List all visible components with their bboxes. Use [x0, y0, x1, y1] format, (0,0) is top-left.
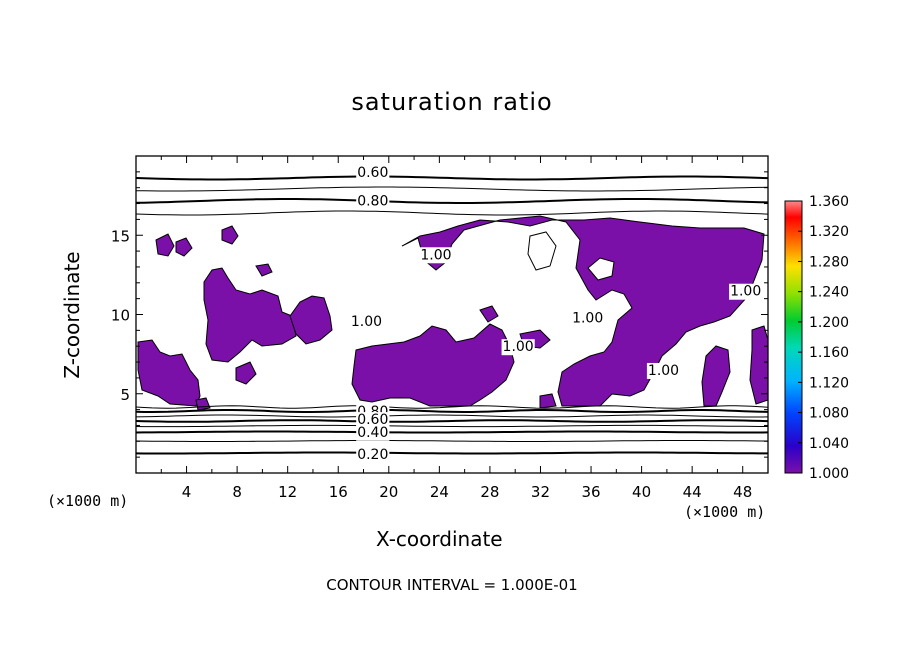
contour-label-background	[349, 313, 384, 330]
colorbar-tick-label: 1.080	[809, 406, 849, 422]
x-tick-label: 12	[278, 483, 297, 501]
chart-title: saturation ratio	[351, 88, 553, 116]
contour-label: 1.00	[572, 311, 603, 327]
x-tick-label: 48	[733, 483, 752, 501]
contour-label: 1.00	[351, 314, 382, 330]
supersaturated-region	[401, 215, 765, 407]
supersaturated-region	[749, 325, 769, 405]
x-tick-label: 4	[182, 483, 192, 501]
contour-label: 1.00	[648, 363, 679, 379]
x-tick-label: 32	[531, 483, 550, 501]
contour-line	[135, 414, 769, 418]
contour-label-background	[356, 446, 390, 463]
supersaturated-region	[289, 295, 333, 345]
contour-label-background	[356, 193, 390, 210]
y-tick-label: 15	[111, 227, 130, 245]
contour-line	[135, 409, 769, 413]
contour-line	[135, 440, 768, 442]
y-tick-label: 10	[111, 307, 130, 325]
z-unit-label: (×1000 m)	[47, 492, 129, 510]
contour-line	[135, 405, 769, 409]
contour-label-background	[729, 283, 763, 300]
colorbar-tick-label: 1.160	[809, 345, 849, 361]
x-tick-label: 16	[329, 483, 348, 501]
contour-label-background	[356, 164, 390, 181]
supersaturated-region	[539, 393, 557, 409]
supersaturated-region	[255, 263, 273, 277]
contour-label: 0.60	[357, 412, 388, 428]
x-tick-label: 8	[232, 483, 242, 501]
contour-line	[135, 186, 769, 192]
supersaturated-region	[479, 305, 499, 323]
subsaturated-pocket	[587, 257, 615, 281]
supersaturated-regions	[137, 215, 769, 411]
contour-label-background	[419, 247, 453, 264]
colorbar-scale	[784, 200, 803, 474]
subsaturated-pocket	[527, 231, 557, 271]
contour-line	[135, 419, 769, 423]
contour-label: 1.00	[420, 247, 451, 263]
y-tick-label: 5	[120, 386, 130, 404]
x-axis: 4 8 12 16 20 24 28 32 36 40 44 48	[160, 156, 769, 501]
contour-line	[135, 451, 768, 455]
x-axis-title: X-coordinate	[376, 527, 503, 551]
contour-label-background	[571, 310, 605, 327]
colorbar-tick-label: 1.240	[809, 285, 849, 301]
y-axis: 5 10 15	[111, 171, 768, 458]
colorbar-tick-label: 1.040	[809, 436, 849, 452]
contour-label-background	[356, 412, 390, 429]
x-tick-label: 44	[683, 483, 702, 501]
supersaturated-region	[175, 237, 193, 257]
supersaturated-region	[235, 361, 257, 385]
supersaturated-region	[701, 345, 731, 407]
contour-label-background	[646, 362, 681, 379]
colorbar: 1.360 1.320 1.280 1.240 1.200 1.160 1.120 1.080…	[784, 194, 849, 482]
contour-line	[135, 430, 769, 434]
supersaturated-region	[221, 225, 239, 245]
x-tick-label: 40	[632, 483, 651, 501]
contour-label: 1.00	[503, 339, 534, 355]
contour-line	[135, 175, 769, 181]
contour-label: 0.40	[357, 425, 388, 441]
contour-label: 0.80	[357, 193, 388, 209]
contour-interval-note: CONTOUR INTERVAL = 1.000E-01	[326, 576, 578, 594]
contour-labels: 0.600.801.001.001.001.001.001.000.800.60…	[349, 164, 763, 463]
colorbar-tick-label: 1.320	[809, 224, 849, 240]
x-tick-label: 36	[581, 483, 600, 501]
contour-label: 0.60	[357, 165, 388, 181]
colorbar-tick-label: 1.120	[809, 375, 849, 391]
contour-label: 0.20	[357, 447, 388, 463]
contour-line	[135, 210, 769, 216]
x-tick-label: 24	[430, 483, 449, 501]
x-tick-label: 28	[480, 483, 499, 501]
colorbar-tick-label: 1.000	[809, 466, 849, 482]
contour-line	[135, 424, 768, 428]
contour-label-background	[501, 339, 535, 356]
contour-lines	[135, 175, 769, 455]
colorbar-tick-label: 1.200	[809, 315, 849, 331]
x-unit-label: (×1000 m)	[684, 503, 766, 521]
supersaturated-region	[203, 267, 297, 363]
supersaturated-region	[155, 233, 175, 257]
contour-label-background	[356, 424, 390, 441]
colorbar-tick-label: 1.360	[809, 194, 849, 210]
x-tick-label: 20	[379, 483, 398, 501]
colorbar-tick-label: 1.280	[809, 254, 849, 270]
contour-line	[135, 198, 769, 204]
contour-label: 1.00	[730, 284, 761, 300]
supersaturated-region	[351, 323, 515, 407]
supersaturated-region	[137, 339, 201, 407]
